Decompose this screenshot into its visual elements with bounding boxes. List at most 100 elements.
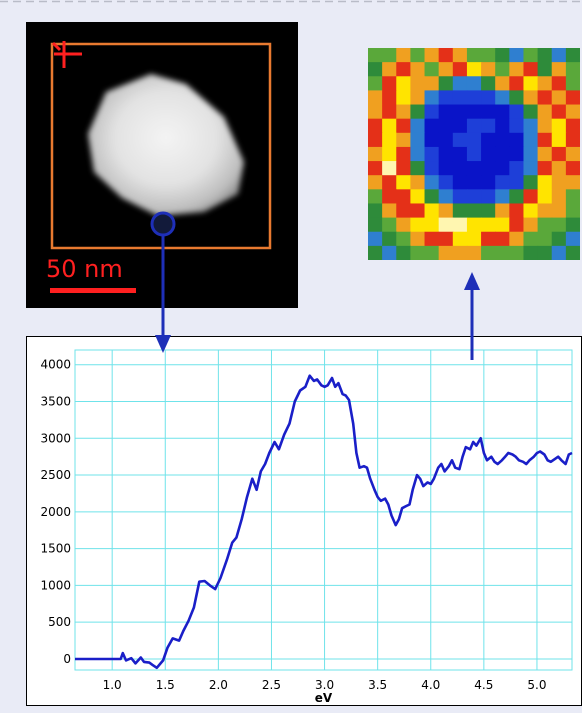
map-cell: [565, 203, 580, 219]
map-cell: [452, 175, 468, 190]
map-cell: [382, 76, 397, 91]
map-cell: [523, 62, 539, 77]
map-cell: [452, 104, 468, 120]
x-tick-label: 2.5: [262, 678, 281, 692]
map-cell: [424, 175, 440, 190]
map-cell: [537, 217, 553, 233]
map-cell: [410, 231, 426, 247]
map-cell: [509, 146, 525, 162]
map-cell: [438, 118, 454, 134]
map-cell: [438, 231, 454, 247]
map-cell: [382, 118, 397, 134]
map-cell: [495, 245, 510, 260]
x-axis-label: eV: [315, 691, 333, 704]
map-cell: [495, 146, 510, 162]
map-cell: [565, 189, 580, 205]
map-cell: [396, 175, 411, 190]
map-cell: [438, 175, 454, 190]
map-cell: [452, 62, 468, 77]
map-cell: [410, 48, 426, 63]
map-cell: [396, 217, 411, 233]
map-cell: [452, 245, 468, 260]
map-cell: [481, 90, 496, 106]
map-cell: [410, 76, 426, 91]
map-cell: [551, 62, 567, 77]
map-cell: [523, 132, 539, 148]
map-cell: [565, 90, 580, 106]
map-cell: [424, 118, 440, 134]
map-cell: [396, 203, 411, 219]
map-cell: [438, 245, 454, 260]
map-cell: [438, 76, 454, 91]
map-cell: [509, 175, 525, 190]
map-cell: [452, 161, 468, 176]
map-cell: [424, 104, 440, 120]
map-cell: [382, 48, 397, 63]
map-cell: [495, 48, 510, 63]
map-cell: [551, 90, 567, 106]
map-cell: [509, 90, 525, 106]
map-cell: [466, 62, 482, 77]
map-cell: [565, 104, 580, 120]
map-cell: [438, 189, 454, 205]
map-cell: [410, 217, 426, 233]
intensity-map: [368, 48, 580, 260]
plot-area: [74, 349, 573, 671]
map-cell: [466, 175, 482, 190]
roi-rectangle: [50, 42, 272, 250]
map-cell: [523, 104, 539, 120]
map-cell: [466, 245, 482, 260]
map-cell: [551, 203, 567, 219]
map-cell: [551, 118, 567, 134]
y-tick-label: 3500: [40, 394, 71, 408]
map-cell: [509, 231, 525, 247]
map-cell: [495, 217, 510, 233]
map-cell: [481, 231, 496, 247]
map-cell: [509, 118, 525, 134]
map-cell: [537, 104, 553, 120]
map-cell: [565, 48, 580, 63]
map-cell: [452, 146, 468, 162]
top-dashed-border: [0, 0, 582, 3]
map-cell: [368, 231, 383, 247]
map-cell: [410, 189, 426, 205]
scale-bar: [50, 288, 136, 293]
map-cell: [565, 231, 580, 247]
map-cell: [481, 104, 496, 120]
map-cell: [424, 132, 440, 148]
map-cell: [382, 132, 397, 148]
scale-bar-label: 50 nm: [46, 255, 123, 283]
map-cell: [565, 118, 580, 134]
map-cell: [537, 48, 553, 63]
map-cell: [565, 175, 580, 190]
map-cell: [495, 161, 510, 176]
map-cell: [523, 203, 539, 219]
map-cell: [368, 48, 383, 63]
map-cell: [368, 118, 383, 134]
map-cell: [368, 146, 383, 162]
map-cell: [410, 175, 426, 190]
y-tick-label: 0: [63, 652, 71, 666]
map-cell: [509, 217, 525, 233]
map-cell: [438, 203, 454, 219]
map-cell: [382, 90, 397, 106]
y-tick-label: 4000: [40, 358, 71, 372]
y-tick-label: 3000: [40, 431, 71, 445]
map-cell: [565, 62, 580, 77]
map-cell: [410, 62, 426, 77]
map-cell: [424, 90, 440, 106]
map-cell: [481, 146, 496, 162]
map-cell: [424, 203, 440, 219]
map-cell: [396, 146, 411, 162]
map-cell: [368, 189, 383, 205]
map-cell: [481, 161, 496, 176]
map-cell: [466, 132, 482, 148]
x-tick-label: 2.0: [209, 678, 228, 692]
map-cell: [537, 90, 553, 106]
map-cell: [551, 231, 567, 247]
map-cell: [537, 62, 553, 77]
map-cell: [523, 161, 539, 176]
map-cell: [523, 245, 539, 260]
map-cell: [551, 175, 567, 190]
probe-position-marker[interactable]: [150, 211, 176, 237]
